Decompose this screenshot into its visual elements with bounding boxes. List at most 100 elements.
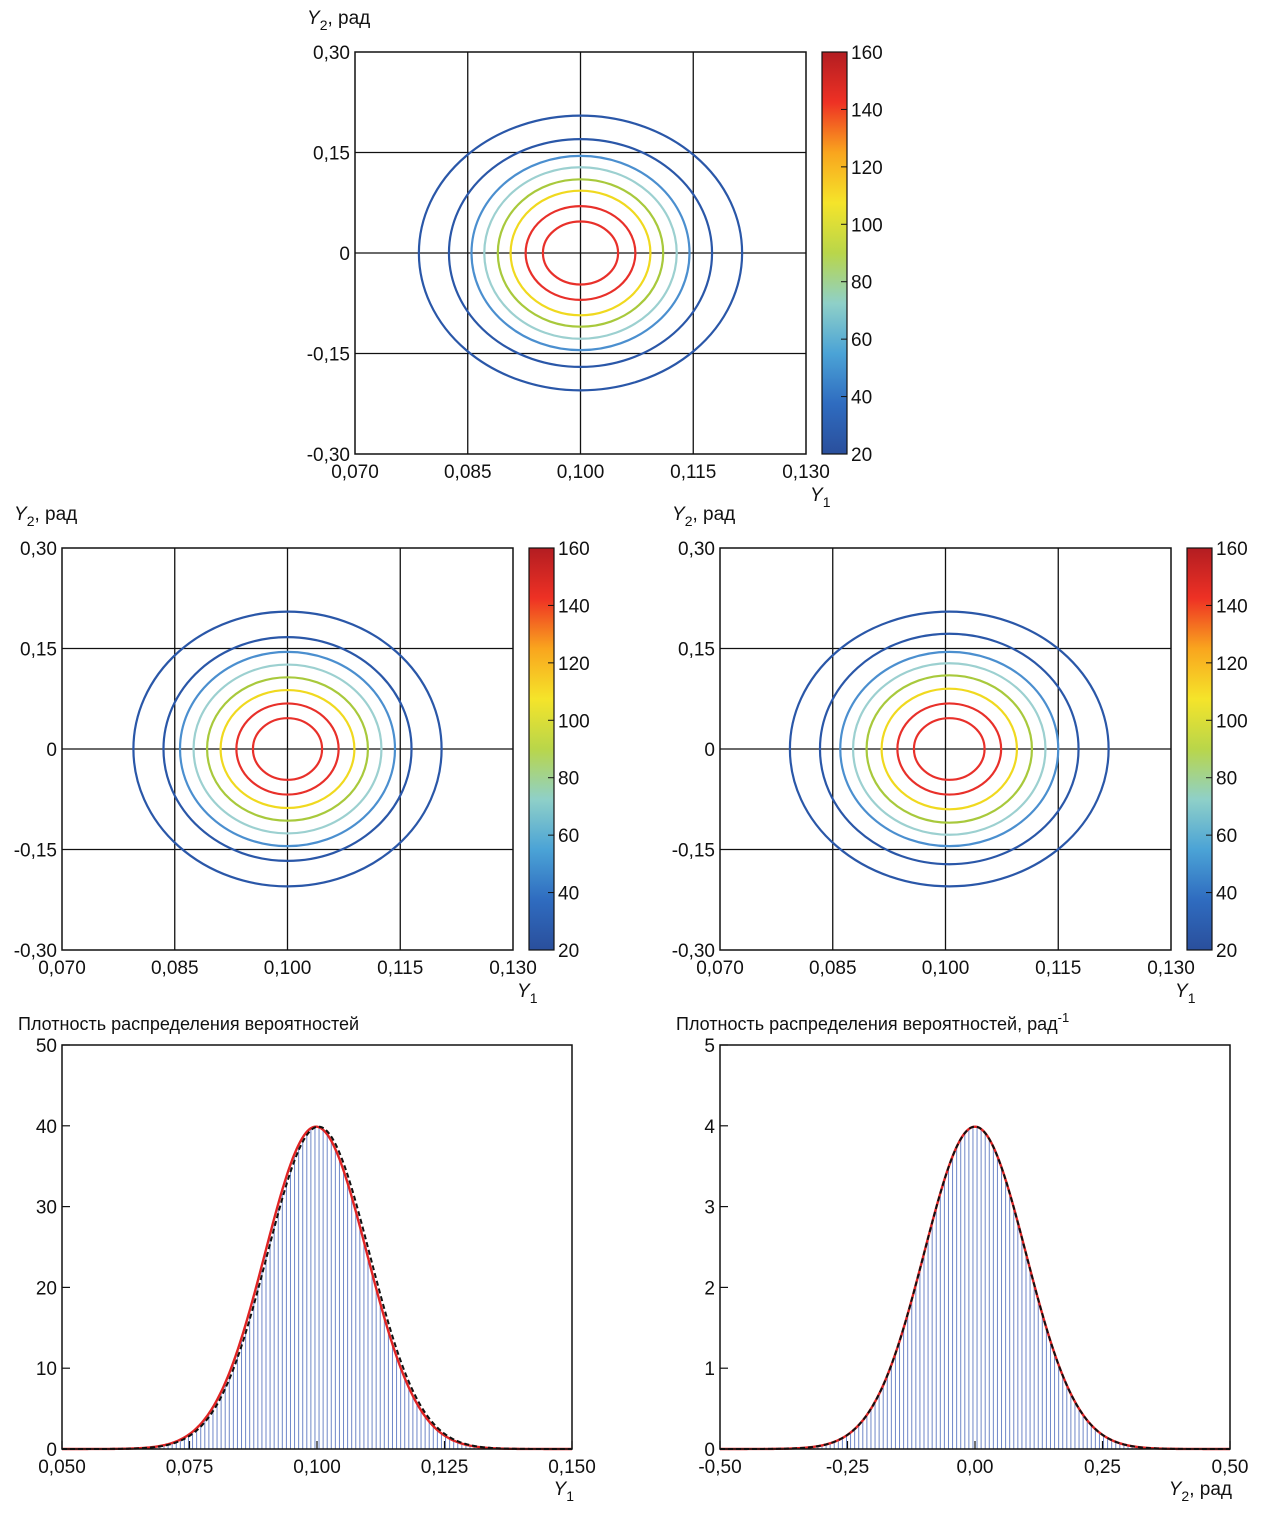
y-tick-label: 0,15 — [20, 640, 57, 661]
x-tick-labels: 0,070 0,085 0,100 0,115 0,130 — [38, 958, 537, 979]
plot-frame — [61, 1044, 573, 1450]
contour-level-20 — [132, 610, 443, 888]
contour-level-90 — [205, 676, 370, 822]
x-tick-labels: 0,070 0,085 0,100 0,115 0,130 — [331, 462, 830, 483]
colorbar-gradient — [821, 51, 848, 455]
x-tick-labels: 0,070 0,085 0,100 0,115 0,130 — [696, 958, 1195, 979]
y-axis-label: Y2, рад — [672, 504, 735, 529]
plot-frame — [61, 547, 514, 951]
y-tick-label: 0 — [46, 1440, 57, 1461]
y-tick-label: 4 — [704, 1117, 715, 1138]
colorbar-tick-label: 120 — [1216, 654, 1248, 675]
colorbar-tick-label: 160 — [1216, 539, 1248, 560]
x-axis-label: Y1 — [517, 981, 538, 1006]
plot-frame — [354, 51, 807, 455]
density-curve-solid — [62, 1125, 572, 1451]
contour-level-40 — [447, 138, 714, 369]
contour-lines — [788, 610, 1110, 888]
colorbar-tick-label: 140 — [1216, 596, 1248, 617]
x-tick-label: 0,085 — [809, 958, 857, 979]
y-tick-labels: -0,30 -0,15 0 0,15 0,30 — [672, 539, 715, 962]
density-curve-dashed — [62, 1125, 572, 1450]
x-tick-label: 0,130 — [1147, 958, 1195, 979]
contour-level-60 — [839, 650, 1060, 848]
contour-lines — [417, 114, 744, 392]
x-tick-label: 0,115 — [377, 958, 423, 979]
contour-level-100 — [880, 687, 1019, 811]
x-axis-label: Y1 — [1175, 981, 1196, 1006]
x-tick-label: 0,130 — [782, 462, 830, 483]
x-tick-labels: 0,050 0,075 0,100 0,125 0,150 — [38, 1441, 596, 1478]
colorbar-tick-label: 120 — [558, 654, 590, 675]
y-tick-label: 10 — [36, 1359, 57, 1380]
colorbar-tick-labels: 20 40 60 80 100 120 140 160 — [548, 539, 590, 962]
y-tick-label: -0,15 — [14, 841, 57, 862]
contour-level-90 — [865, 674, 1034, 824]
grid-lines — [62, 548, 513, 950]
x-tick-label: 0,25 — [1084, 1457, 1121, 1478]
x-tick-label: 0,085 — [444, 462, 492, 483]
histogram-y1: Плотность распределения вероятностей 0,0… — [18, 1014, 596, 1504]
colorbar-tick-label: 40 — [558, 884, 579, 905]
colorbar-tick-label: 100 — [1216, 711, 1248, 732]
y-tick-label: 0,15 — [678, 640, 715, 661]
colorbar-tick-label: 120 — [851, 158, 883, 179]
colorbar-tick-label: 40 — [851, 388, 872, 409]
colorbar-tick-label: 20 — [558, 941, 579, 962]
contour-level-140 — [912, 717, 986, 781]
y-tick-label: -0,30 — [307, 445, 350, 466]
contour-level-20 — [788, 610, 1110, 888]
colorbar-tick-label: 40 — [1216, 884, 1237, 905]
contour-level-120 — [896, 702, 1003, 796]
y-tick-label: 0,15 — [313, 144, 350, 165]
colorbar: 20 40 60 80 100 120 140 160 — [821, 43, 883, 466]
contour-level-120 — [235, 702, 340, 796]
contour-lines — [132, 610, 443, 888]
colorbar-tick-label: 20 — [851, 445, 872, 466]
plot-frame — [719, 1044, 1231, 1450]
colorbar-tick-labels: 20 40 60 80 100 120 140 160 — [841, 43, 883, 466]
y-tick-labels: -0,30 -0,15 0 0,15 0,30 — [14, 539, 57, 962]
y-tick-label: 0 — [339, 244, 350, 265]
y-tick-label: -0,30 — [672, 941, 715, 962]
chart-title: Плотность распределения вероятностей — [18, 1014, 359, 1034]
colorbar-tick-label: 20 — [1216, 941, 1237, 962]
x-axis-label: Y1 — [810, 485, 831, 510]
x-tick-label: -0,25 — [826, 1457, 869, 1478]
x-tick-label: 0,130 — [489, 958, 537, 979]
chart-title: Плотность распределения вероятностей, ра… — [676, 1010, 1069, 1034]
contour-level-70 — [483, 166, 678, 340]
y-axis-label: Y2, рад — [307, 8, 370, 33]
histogram-bars — [114, 1126, 520, 1449]
x-tick-label: 0,00 — [957, 1457, 994, 1478]
y-tick-labels: -0,30 -0,15 0 0,15 0,30 — [307, 43, 350, 466]
contour-level-140 — [251, 717, 324, 781]
x-tick-label: 0,150 — [548, 1457, 596, 1478]
histogram-y2: Плотность распределения вероятностей, ра… — [676, 1010, 1248, 1504]
x-tick-label: 0,125 — [421, 1457, 469, 1478]
y-tick-label: 0 — [704, 1440, 715, 1461]
x-tick-label: 0,070 — [696, 958, 744, 979]
contour-level-120 — [524, 205, 637, 302]
density-curve-solid — [720, 1125, 1230, 1451]
x-tick-label: 0,050 — [38, 1457, 86, 1478]
contour-level-20 — [417, 114, 744, 392]
colorbar-tick-label: 60 — [1216, 826, 1237, 847]
x-tick-label: 0,100 — [557, 462, 605, 483]
contour-plot-left: 0,070 0,085 0,100 0,115 0,130 -0,30 -0,15 0 0,1… — [14, 504, 590, 1006]
colorbar: 20 40 60 80 100 120 140 160 — [528, 539, 590, 962]
density-curves — [720, 1125, 1230, 1451]
colorbar-tick-label: 80 — [1216, 769, 1237, 790]
x-tick-label: 0,075 — [166, 1457, 214, 1478]
x-tick-label: 0,070 — [38, 958, 86, 979]
colorbar-tick-label: 140 — [558, 596, 590, 617]
x-tick-label: 0,085 — [151, 958, 199, 979]
colorbar-gradient — [528, 547, 555, 951]
density-curve-dashed — [720, 1125, 1230, 1450]
colorbar-tick-label: 100 — [851, 215, 883, 236]
colorbar-tick-labels: 20 40 60 80 100 120 140 160 — [1206, 539, 1248, 962]
contour-level-40 — [162, 636, 413, 862]
y-tick-label: 20 — [36, 1278, 57, 1299]
contour-plot-right: 0,070 0,085 0,100 0,115 0,130 -0,30 -0,15 0 0,1… — [672, 504, 1248, 1006]
y-tick-labels: 0 1 2 3 4 5 — [704, 1036, 728, 1461]
